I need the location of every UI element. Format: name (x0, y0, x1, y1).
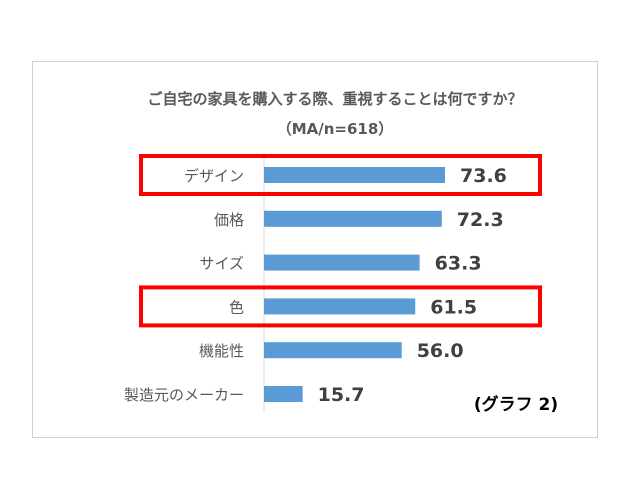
value-label-0: 73.6 (460, 165, 507, 187)
bar-0 (264, 167, 445, 183)
bar-5 (264, 386, 303, 402)
category-label-3: 色 (229, 298, 244, 316)
graph-annotation: (グラフ 2) (474, 394, 558, 415)
highlight-box-3 (139, 285, 542, 328)
chart-subtitle: （MA/n=618） (277, 120, 394, 138)
chart-frame (32, 61, 598, 438)
value-label-4: 56.0 (417, 340, 464, 362)
category-label-2: サイズ (199, 255, 244, 273)
value-label-1: 72.3 (457, 209, 504, 231)
highlight-group (139, 154, 542, 328)
bar-4 (264, 342, 402, 359)
value-label-2: 63.3 (435, 253, 482, 275)
category-label-1: 価格 (214, 211, 244, 229)
value-label-5: 15.7 (318, 384, 365, 406)
category-label-4: 機能性 (199, 342, 244, 360)
category-label-0: デザイン (184, 167, 244, 185)
bar-3 (264, 298, 416, 315)
category-label-5: 製造元のメーカー (124, 386, 244, 404)
bars-group: デザイン 73.6 価格 72.3 サイズ 63.3 色 61.5 機能性 56.0 製造元のメーカ… (124, 165, 507, 406)
bar-2 (264, 254, 420, 271)
highlight-box-0 (139, 154, 542, 196)
chart-title: ご自宅の家具を購入する際、重視することは何ですか？ (147, 90, 522, 108)
value-label-3: 61.5 (430, 296, 477, 318)
bar-1 (264, 210, 442, 227)
